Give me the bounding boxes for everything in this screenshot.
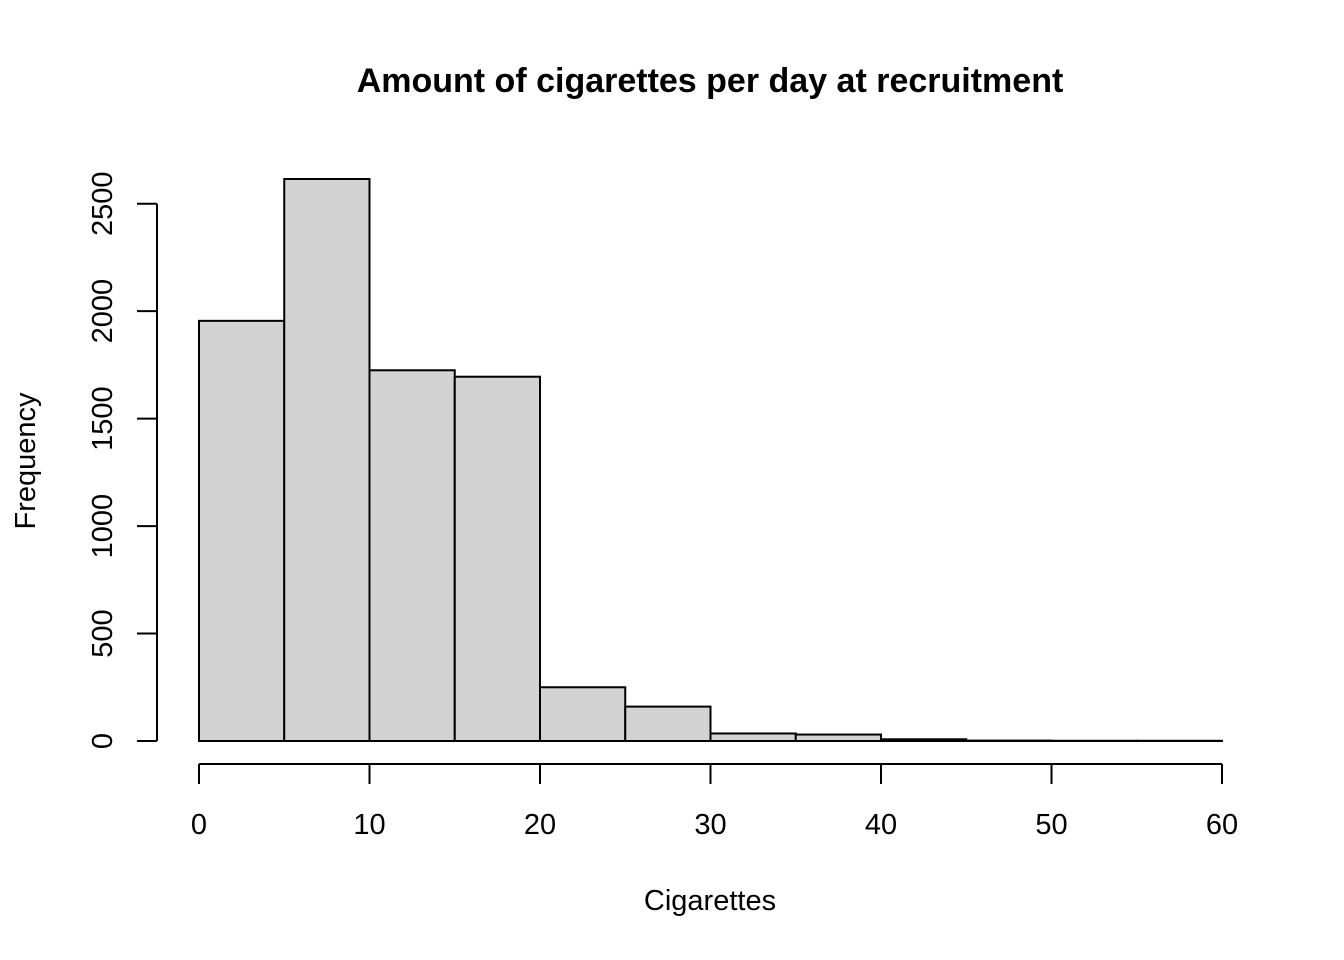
histogram-bar-15-20 [453,375,541,742]
y-tick-label-0: 0 [87,733,119,749]
x-tick-label-20: 20 [524,809,556,841]
histogram-bar-20-25 [539,686,627,742]
y-tick-label-2000: 2000 [87,279,119,344]
histogram-bar-25-30 [624,705,712,743]
x-tick-label-10: 10 [353,809,385,841]
y-axis: 0 500 1000 1500 2000 2500 [87,171,158,749]
histogram-bar-5-10 [283,178,371,742]
x-tick-label-60: 60 [1206,809,1238,841]
histogram-bars [198,178,1223,743]
y-axis-ticks: 0 500 1000 1500 2000 2500 [87,171,157,749]
y-tick-label-1500: 1500 [87,386,119,451]
histogram-bar-30-35 [709,732,797,743]
x-tick-label-0: 0 [191,809,207,841]
x-axis-label: Cigarettes [644,885,776,917]
y-axis-label: Frequency [10,392,42,530]
y-tick-label-2500: 2500 [87,171,119,236]
chart-title: Amount of cigarettes per day at recruitm… [357,62,1064,100]
x-tick-label-30: 30 [694,809,726,841]
y-tick-label-500: 500 [87,609,119,657]
y-tick-label-1000: 1000 [87,494,119,559]
x-tick-label-50: 50 [1035,809,1067,841]
histogram-bar-35-40 [794,733,882,742]
histogram-bar-10-15 [368,369,456,742]
x-tick-label-40: 40 [865,809,897,841]
x-axis-ticks: 0 10 20 30 40 50 60 [191,764,1238,841]
histogram-bar-0-5 [198,319,286,742]
histogram-bar-40-45 [880,738,968,743]
x-axis: 0 10 20 30 40 50 60 [191,763,1238,841]
